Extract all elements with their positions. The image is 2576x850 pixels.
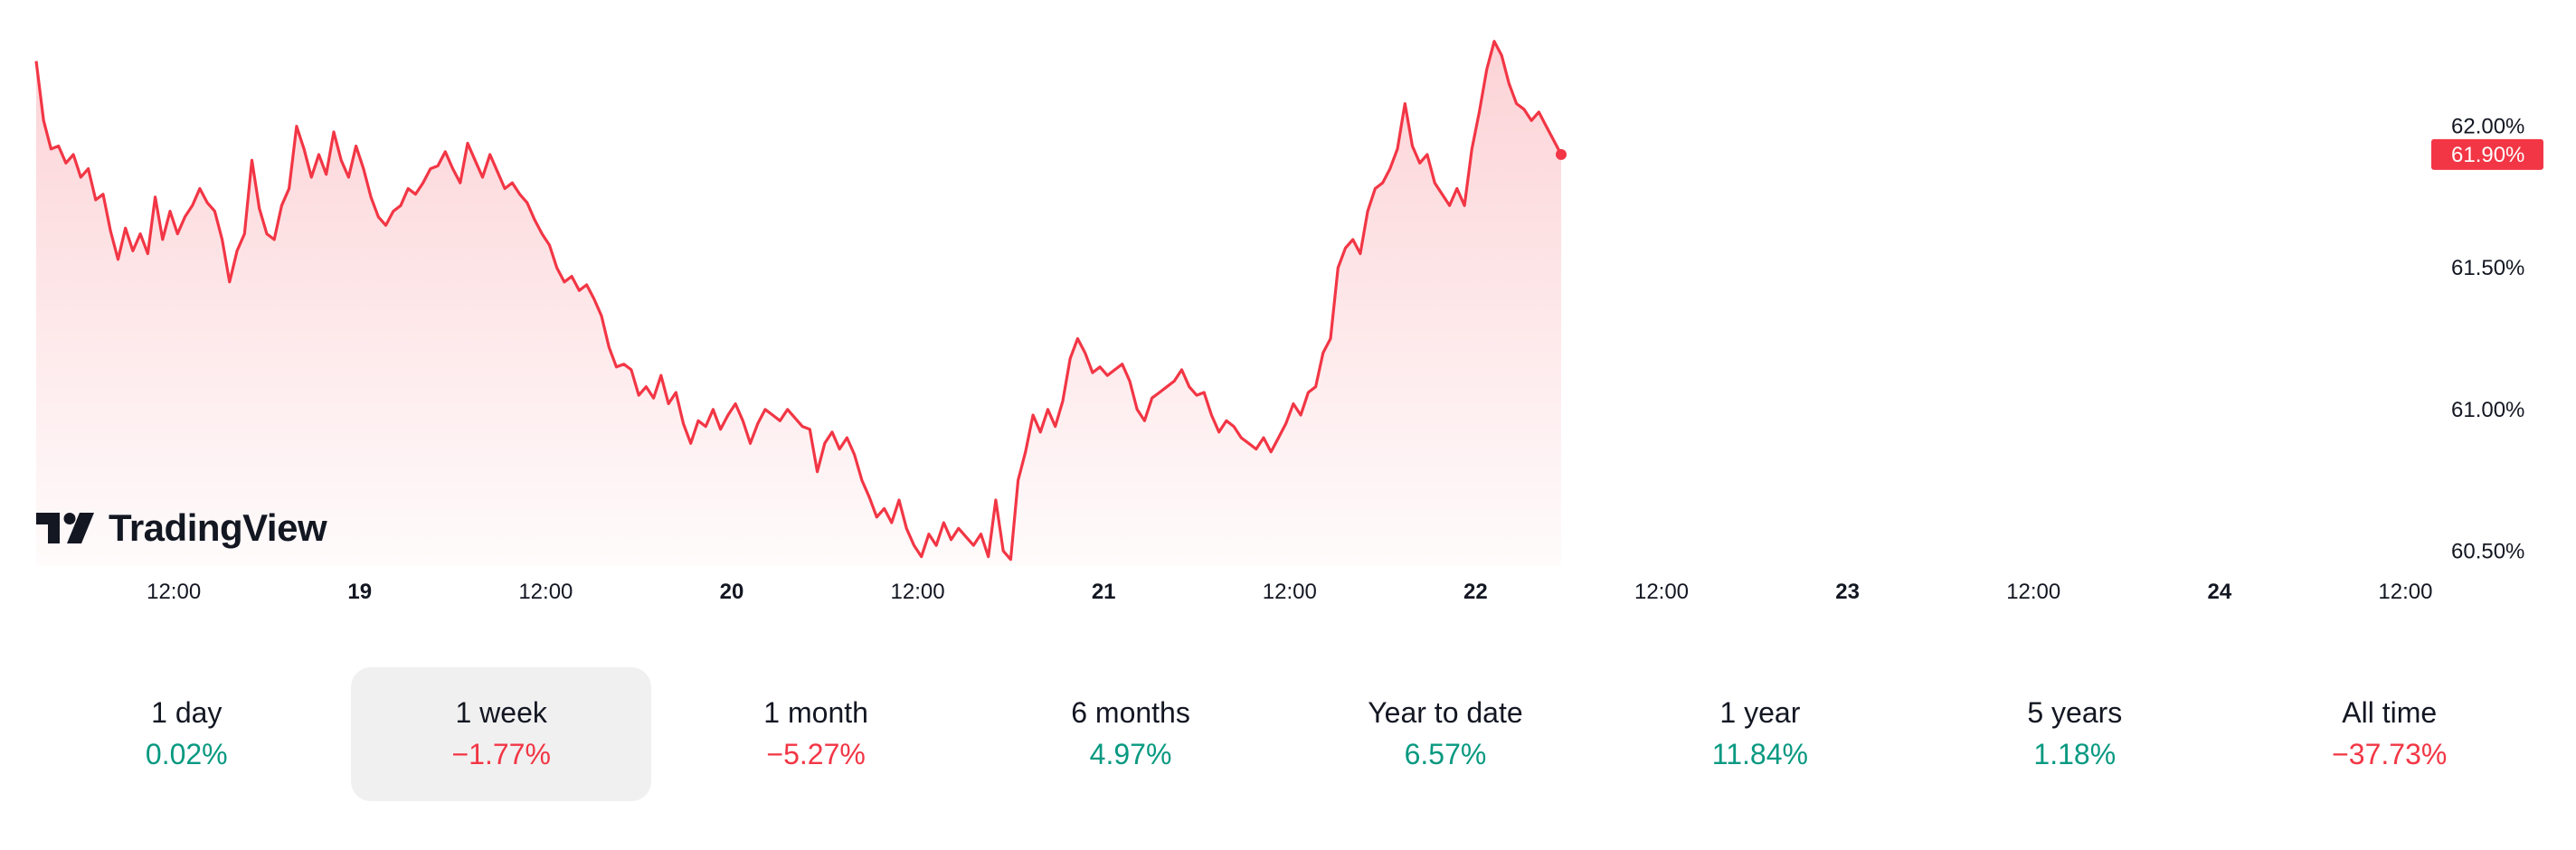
range-button-6-months[interactable]: 6 months 4.97%: [980, 667, 1282, 801]
range-button-1-year[interactable]: 1 year 11.84%: [1610, 667, 1911, 801]
range-change-value: −5.27%: [766, 738, 866, 770]
time-tick-label: 12:00: [2378, 580, 2432, 604]
brand-name: TradingView: [109, 506, 327, 549]
time-tick-label: 12:00: [518, 580, 573, 604]
range-label: 1 month: [763, 696, 868, 729]
tradingview-logo: TradingView: [36, 506, 327, 550]
last-value-label: 61.90%: [2451, 143, 2524, 167]
range-button-all-time[interactable]: All time −37.73%: [2239, 667, 2540, 801]
tradingview-logo-icon: [36, 513, 94, 543]
time-tick-label: 22: [1463, 580, 1488, 604]
range-label: All time: [2342, 696, 2438, 729]
time-tick-label: 12:00: [1634, 580, 1689, 604]
price-tick-label: 61.00%: [2451, 398, 2524, 422]
range-label: 6 months: [1071, 696, 1190, 729]
time-tick-label: 12:00: [147, 580, 201, 604]
range-change-value: −1.77%: [451, 738, 551, 770]
range-button-5-years[interactable]: 5 years 1.18%: [1925, 667, 2226, 801]
time-axis: 12:00 19 12:00 20 12:00 21 12:00 22 12:00 23 12:00…: [147, 580, 2432, 604]
range-button-1-day[interactable]: 1 day 0.02%: [36, 667, 337, 801]
range-change-value: 0.02%: [145, 738, 228, 770]
range-label: 5 years: [2027, 696, 2123, 729]
series-area-fill: [36, 41, 1561, 565]
range-button-1-week[interactable]: 1 week −1.77%: [350, 667, 652, 801]
time-tick-label: 12:00: [2006, 580, 2060, 604]
time-tick-label: 12:00: [891, 580, 945, 604]
range-button-1-month[interactable]: 1 month −5.27%: [666, 667, 967, 801]
time-tick-label: 23: [1835, 580, 1860, 604]
time-tick-label: 19: [347, 580, 372, 604]
time-tick-label: 20: [720, 580, 744, 604]
time-tick-label: 24: [2207, 580, 2231, 604]
range-change-value: 1.18%: [2033, 738, 2117, 770]
range-change-value: −37.73%: [2332, 738, 2448, 770]
range-button-year-to-date[interactable]: Year to date 6.57%: [1295, 667, 1596, 801]
last-value-dot: [1555, 148, 1567, 160]
range-label: 1 day: [151, 696, 223, 729]
range-label: 1 year: [1719, 696, 1801, 729]
price-tick-label: 61.50%: [2451, 256, 2524, 280]
series-line: [34, 40, 1563, 562]
time-tick-label: 12:00: [1263, 580, 1317, 604]
price-tick-label: 60.50%: [2451, 539, 2524, 563]
price-axis: 62.00% 61.50% 61.00% 60.50%: [2451, 115, 2524, 564]
range-change-value: 4.97%: [1089, 738, 1172, 770]
range-label: Year to date: [1368, 696, 1523, 729]
range-label: 1 week: [455, 696, 547, 729]
time-tick-label: 21: [1092, 580, 1116, 604]
price-chart[interactable]: 62.00%61.50%61.00%60.50% 12:00 19 12:00 20 1…: [0, 0, 2576, 633]
last-value-badge: [2431, 138, 2543, 170]
range-change-value: 11.84%: [1711, 738, 1808, 770]
time-range-selector: 1 day 0.02% 1 week −1.77% 1 month −5.27% 6 mon…: [36, 667, 2540, 801]
price-tick-label: 62.00%: [2451, 115, 2524, 139]
range-change-value: 6.57%: [1404, 738, 1487, 770]
